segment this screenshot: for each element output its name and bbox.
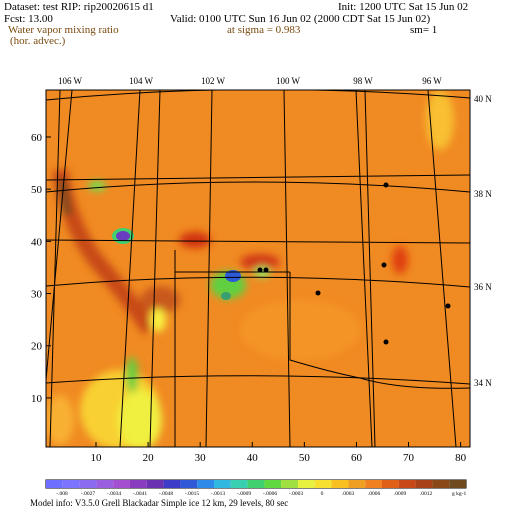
colorbar-cell	[230, 480, 248, 488]
lon-label: 100 W	[276, 76, 301, 86]
lat-label: 38 N	[474, 189, 492, 199]
level: at sigma = 0.983	[227, 24, 301, 36]
lat-label: 40 N	[474, 94, 492, 104]
colorbar-cell	[62, 480, 80, 488]
lon-label: 96 W	[422, 76, 442, 86]
dataset: Dataset: test RIP: rip20020615 d1	[4, 1, 154, 13]
colorbar-cell	[146, 480, 164, 488]
colorbar-label: 0	[321, 491, 324, 497]
x-tick-label: 30	[195, 452, 207, 464]
colorbar-label: -.0041	[133, 491, 147, 497]
colorbar-label: -.0003	[289, 491, 303, 497]
lon-label: 102 W	[201, 76, 226, 86]
colorbar-unit: g kg-1	[452, 491, 466, 497]
colorbar-cell	[264, 480, 282, 488]
colorbar-label: .0006	[368, 491, 381, 497]
field: Water vapor mixing ratio	[8, 24, 119, 36]
colorbar-cell	[79, 480, 97, 488]
lon-label: 104 W	[129, 76, 154, 86]
valid: Valid: 0100 UTC Sun 16 Jun 02 (2000 CDT …	[170, 13, 430, 25]
lon-label: 106 W	[58, 76, 83, 86]
colorbar-label: .0009	[394, 491, 407, 497]
colorbar-cell	[382, 480, 399, 488]
colorbar-label: -.0048	[159, 491, 173, 497]
y-tick-label: 20	[31, 341, 43, 353]
x-tick-label: 20	[143, 452, 155, 464]
colorbar-cell	[281, 480, 298, 488]
colorbar-cell	[197, 480, 214, 488]
colorbar-label: -.0009	[237, 491, 251, 497]
x-tick-label: 80	[455, 452, 467, 464]
colorbar-cell	[398, 480, 416, 488]
colorbar-label: .0003	[342, 491, 355, 497]
colorbar-cell	[163, 480, 181, 488]
colorbar-label: .0012	[420, 491, 433, 497]
colorbar-cell	[113, 480, 130, 488]
colorbar-label: -.0015	[185, 491, 199, 497]
colorbar-cell	[214, 480, 231, 488]
colorbar-cell	[96, 480, 114, 488]
fcst: Fcst: 13.00	[4, 13, 53, 25]
lon-label: 98 W	[353, 76, 373, 86]
colorbar-cell	[180, 480, 198, 488]
colorbar-label: -.0013	[211, 491, 225, 497]
x-tick-label: 60	[351, 452, 363, 464]
x-tick-label: 40	[247, 452, 259, 464]
x-tick-label: 70	[403, 452, 415, 464]
colorbar-label: -.0006	[263, 491, 277, 497]
y-tick-label: 40	[31, 236, 43, 248]
x-tick-label: 50	[299, 452, 311, 464]
lat-label: 36 N	[474, 282, 492, 292]
colorbar-cell	[46, 480, 63, 488]
footer: Model info: V3.5.0 Grell Blackadar Simpl…	[30, 498, 288, 508]
colorbar-cell	[130, 480, 147, 488]
colorbar-cell	[415, 480, 433, 488]
colorbar-cell	[432, 480, 450, 488]
colorbar-label: -.008	[56, 491, 68, 497]
y-tick-label: 30	[31, 289, 43, 301]
field-map	[46, 90, 470, 447]
colorbar-cell	[331, 480, 349, 488]
colorbar-cell	[348, 480, 366, 488]
field-sub: (hor. advec.)	[10, 35, 66, 47]
init: Init: 1200 UTC Sat 15 Jun 02	[338, 1, 468, 13]
y-tick-label: 50	[31, 184, 43, 196]
colorbar-cell	[314, 480, 332, 488]
colorbar-label: -.0027	[81, 491, 95, 497]
x-tick-label: 10	[91, 452, 103, 464]
lat-label: 34 N	[474, 378, 492, 388]
y-tick-label: 60	[31, 132, 43, 144]
colorbar-cell	[298, 480, 315, 488]
colorbar-label: -.0034	[107, 491, 121, 497]
map-frame	[45, 89, 471, 448]
colorbar-cell	[365, 480, 382, 488]
colorbar-cell	[247, 480, 265, 488]
smooth: sm= 1	[410, 24, 437, 36]
colorbar-cell	[449, 480, 466, 488]
y-tick-label: 10	[31, 393, 43, 405]
